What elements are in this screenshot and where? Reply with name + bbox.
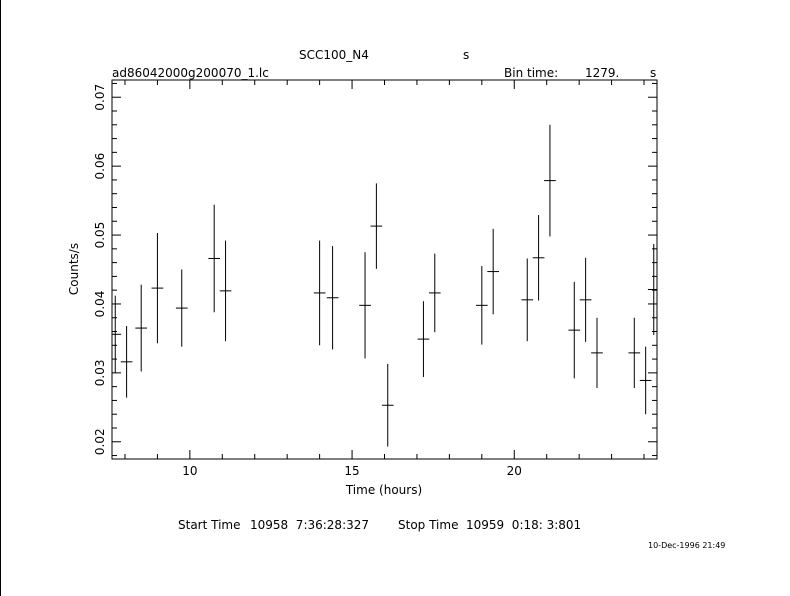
bin-time-unit: s <box>650 66 657 80</box>
tick-labels: 10 15 20 0.02 0.03 0.04 0.05 0.06 0.07 <box>93 84 522 478</box>
data-point <box>313 240 326 346</box>
plot-title: SCC100_N4 <box>299 48 369 62</box>
data-point <box>521 258 534 342</box>
data-point <box>568 281 581 379</box>
x-tick-label: 10 <box>182 464 197 478</box>
axis-ticks <box>112 80 657 459</box>
y-tick-label: 0.06 <box>93 153 107 180</box>
data-point <box>120 326 133 398</box>
data-point <box>628 317 641 389</box>
data-point <box>175 269 188 347</box>
stop-time-value: 10959 0:18: 3:801 <box>466 518 582 532</box>
data-point <box>647 244 657 335</box>
y-tick-label: 0.04 <box>93 291 107 318</box>
data-point <box>544 124 556 237</box>
data-point <box>112 295 122 373</box>
data-point <box>208 204 221 313</box>
data-point <box>359 252 371 359</box>
data-point <box>219 240 232 342</box>
plot-frame <box>111 79 658 460</box>
stop-time-label: Stop Time <box>398 518 459 532</box>
data-point <box>417 301 430 377</box>
bin-time-value: 1279. <box>585 66 620 80</box>
x-tick-label: 15 <box>344 464 359 478</box>
y-tick-label: 0.07 <box>93 84 107 111</box>
start-time-value: 10958 7:36:28:327 <box>250 518 370 532</box>
window-left-border <box>0 0 1 596</box>
file-name: ad86042000g200070_1.lc <box>112 66 269 80</box>
x-axis-label: Time (hours) <box>345 483 422 497</box>
data-point <box>532 215 545 301</box>
plot-title-unit: s <box>463 48 470 62</box>
y-axis-label: Counts/s <box>67 243 81 295</box>
y-tick-label: 0.05 <box>93 222 107 249</box>
data-point <box>579 257 592 342</box>
data-point <box>475 266 488 345</box>
data-point <box>151 232 164 344</box>
data-point <box>370 183 383 269</box>
y-tick-label: 0.03 <box>93 360 107 387</box>
data-point <box>135 284 148 372</box>
plot-timestamp: 10-Dec-1996 21:49 <box>648 541 726 550</box>
bin-time-label: Bin time: <box>504 66 559 80</box>
data-point <box>639 346 652 415</box>
start-time-label: Start Time <box>178 518 241 532</box>
data-point <box>326 246 339 350</box>
data-points <box>112 124 657 447</box>
data-point <box>487 228 500 315</box>
data-point <box>381 363 394 447</box>
x-tick-label: 20 <box>507 464 522 478</box>
data-point <box>591 317 603 389</box>
data-point <box>428 253 441 333</box>
y-tick-label: 0.02 <box>93 428 107 455</box>
